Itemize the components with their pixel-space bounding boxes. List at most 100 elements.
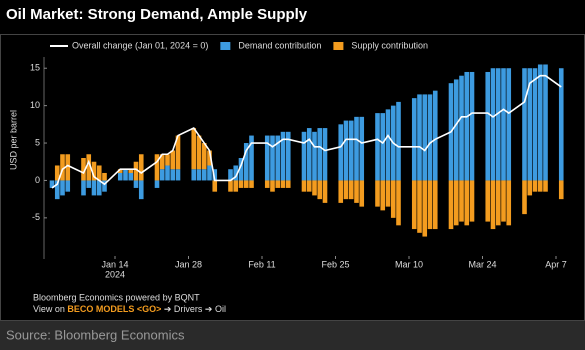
bar — [280, 131, 286, 181]
bar — [196, 135, 202, 170]
bar — [501, 68, 506, 181]
bar — [506, 180, 512, 226]
x-tick-label: Mar 10 — [395, 259, 423, 269]
bar — [390, 180, 396, 218]
bar — [96, 165, 102, 181]
bar — [275, 180, 281, 188]
bar — [159, 154, 165, 170]
bar — [380, 113, 386, 181]
bar — [411, 98, 417, 181]
bar — [317, 180, 323, 200]
bar — [91, 180, 97, 196]
bar — [453, 180, 459, 226]
bar — [417, 94, 422, 181]
bar — [495, 68, 501, 181]
bar — [527, 68, 533, 181]
bar — [343, 120, 349, 181]
bar — [532, 68, 538, 181]
x-tick-label: Feb 11 — [248, 259, 275, 269]
bar — [417, 180, 422, 233]
bar — [422, 94, 428, 181]
bar — [154, 154, 160, 181]
footer-line: Bloomberg Economics powered by BQNT — [33, 292, 200, 302]
bar — [396, 180, 401, 226]
bar — [411, 180, 417, 230]
bar — [264, 135, 270, 181]
bar — [102, 172, 107, 181]
bar — [212, 180, 218, 192]
x-tick-label: Jan 14 — [101, 259, 128, 269]
legend-label: Demand contribution — [238, 40, 321, 50]
bar — [138, 180, 144, 200]
bar — [385, 109, 391, 181]
bar — [81, 180, 86, 196]
bar — [165, 165, 170, 181]
x-tick-year: 2024 — [105, 269, 125, 279]
source: Source: Bloomberg Economics — [6, 327, 185, 342]
bar — [543, 180, 548, 192]
bar — [490, 180, 496, 230]
bar — [249, 180, 254, 188]
x-tick-label: Feb 25 — [321, 259, 349, 269]
bar — [175, 135, 181, 170]
bar — [301, 131, 307, 181]
bar — [228, 169, 233, 181]
bar — [159, 169, 165, 181]
bar — [469, 180, 475, 222]
bar — [285, 180, 291, 188]
bar — [86, 180, 92, 188]
chart-title: Oil Market: Strong Demand, Ample Supply — [6, 6, 308, 23]
x-tick-label: Apr 7 — [545, 259, 567, 269]
bar — [196, 169, 202, 181]
bar — [128, 169, 134, 173]
bar — [170, 169, 176, 181]
bar — [233, 165, 239, 181]
bar — [558, 68, 564, 181]
bar — [86, 154, 92, 181]
bar — [432, 90, 438, 181]
bar — [501, 180, 506, 222]
bar — [275, 135, 281, 181]
bar — [322, 180, 328, 203]
bar — [285, 131, 291, 181]
bar — [459, 75, 464, 181]
bar — [270, 180, 275, 192]
footer-line: View on BECO MODELS <GO> ➔ Drivers ➔ Oil — [33, 304, 226, 314]
footer-highlight: BECO MODELS <GO> — [67, 304, 161, 314]
bar — [233, 180, 239, 192]
bar — [522, 68, 527, 181]
bar — [243, 143, 249, 181]
bar — [453, 79, 459, 181]
legend-swatch — [333, 42, 344, 50]
legend-label: Supply contribution — [351, 40, 428, 50]
bar — [270, 135, 275, 181]
footer-text: View on — [33, 304, 67, 314]
legend-label: Overall change (Jan 01, 2024 = 0) — [72, 40, 208, 50]
y-tick-label: 0 — [35, 175, 40, 185]
bar — [385, 180, 391, 207]
bar — [60, 154, 65, 181]
bar — [102, 180, 107, 192]
bar — [558, 180, 564, 200]
bar — [138, 154, 144, 181]
bar — [243, 180, 249, 188]
bar — [91, 161, 97, 181]
bar — [96, 180, 102, 196]
bar — [81, 158, 86, 181]
bar — [396, 101, 401, 181]
bar — [238, 158, 244, 181]
bar — [49, 180, 55, 188]
bar — [537, 64, 543, 181]
bar — [537, 180, 543, 192]
bar — [191, 169, 197, 181]
bar — [191, 128, 197, 170]
bar — [459, 180, 464, 222]
bar — [312, 180, 317, 196]
legend-swatch — [220, 42, 231, 50]
bar — [527, 180, 533, 196]
bar — [170, 150, 176, 170]
bar — [464, 71, 470, 181]
y-tick-label: 10 — [30, 100, 40, 110]
bar — [522, 180, 527, 215]
bar — [348, 120, 354, 181]
